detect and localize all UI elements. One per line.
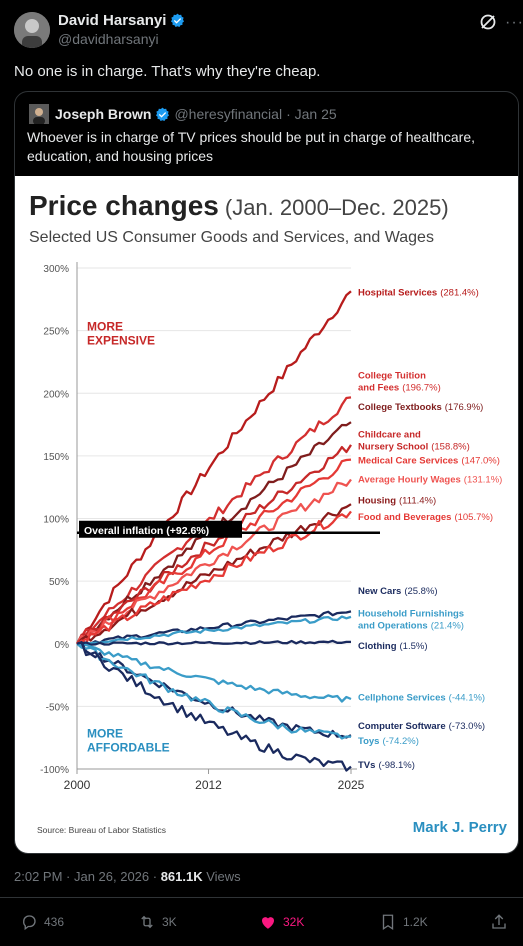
series-line	[76, 503, 352, 645]
series-line	[76, 615, 352, 646]
series-label: Food and Beverages (105.7%)	[358, 512, 493, 523]
quoted-tweet[interactable]: Joseph Brown @heresyfinancial · Jan 25 W…	[14, 91, 519, 854]
inflation-label: Overall inflation (+92.6%)	[84, 525, 209, 537]
divider	[0, 897, 523, 898]
like-button[interactable]: 32K	[259, 913, 304, 931]
series-label: Childcare and	[358, 429, 421, 440]
price-changes-chart: Price changes (Jan. 2000–Dec. 2025) Select…	[29, 190, 508, 836]
series-label: Computer Software (-73.0%)	[358, 721, 485, 732]
bookmark-count: 1.2K	[403, 915, 428, 929]
author-name-text: David Harsanyi	[58, 12, 167, 29]
repost-button[interactable]: 3K	[138, 913, 177, 931]
series-label: Cellphone Services (-44.1%)	[358, 692, 485, 703]
chart-source: Source: Bureau of Labor Statistics	[37, 825, 166, 835]
series-line	[76, 458, 352, 645]
series-label: College Textbooks (176.9%)	[358, 402, 483, 413]
views-count: 861.1K	[160, 869, 203, 884]
series-label: Household Furnishings	[358, 608, 464, 619]
series-label: Medical Care Services (147.0%)	[358, 456, 500, 467]
series-line	[76, 639, 351, 646]
series-label: Nursery School (158.8%)	[358, 441, 470, 452]
bookmark-button[interactable]: 1.2K	[379, 913, 428, 931]
x-tick-label: 2012	[195, 778, 222, 792]
chart-title: Price changes (Jan. 2000–Dec. 2025)	[29, 190, 449, 221]
x-tick-label: 2025	[338, 778, 365, 792]
views-label: Views	[202, 869, 241, 884]
reply-count: 436	[44, 915, 65, 929]
series-label: TVs (-98.1%)	[358, 760, 415, 771]
y-tick-label: -50%	[46, 702, 69, 713]
author-name[interactable]: David Harsanyi	[58, 12, 185, 29]
tweet-text: No one is in charge. That's why they're …	[14, 63, 321, 80]
series-label: Toys (-74.2%)	[358, 736, 419, 747]
more-expensive-label: EXPENSIVE	[87, 334, 155, 348]
grok-icon[interactable]	[478, 12, 498, 32]
series-label: College Tuition	[358, 370, 426, 381]
quote-text: Whoever is in charge of TV prices should…	[27, 129, 475, 164]
series-label: New Cars (25.8%)	[358, 586, 438, 597]
y-tick-label: 0%	[55, 640, 70, 651]
series-label: and Fees (196.7%)	[358, 382, 441, 393]
y-tick-label: 100%	[43, 515, 69, 526]
verified-badge-icon	[156, 107, 170, 121]
series-line	[76, 642, 352, 740]
quote-author-name: Joseph Brown	[55, 106, 152, 122]
bookmark-icon	[382, 914, 394, 931]
y-tick-label: 150%	[43, 452, 69, 463]
author-handle[interactable]: @davidharsanyi	[58, 31, 159, 47]
x-tick-label: 2000	[64, 778, 91, 792]
y-tick-label: 50%	[49, 577, 69, 588]
quote-author: Joseph Brown @heresyfinancial · Jan 25	[55, 106, 337, 122]
series-line	[76, 510, 352, 645]
series-line	[76, 396, 352, 645]
y-tick-label: 300%	[43, 264, 69, 275]
repost-icon	[141, 915, 153, 929]
author-avatar[interactable]	[14, 12, 50, 48]
share-icon	[492, 914, 506, 929]
tweet-timestamp[interactable]: 2:02 PM · Jan 26, 2026 ·	[14, 869, 161, 884]
y-tick-label: -100%	[40, 765, 69, 776]
more-affordable-label: MORE	[87, 726, 123, 740]
share-button[interactable]	[490, 913, 508, 931]
repost-count: 3K	[162, 915, 177, 929]
like-count: 32K	[283, 915, 305, 929]
series-label: Housing (111.4%)	[358, 496, 436, 507]
chart-image[interactable]: Price changes (Jan. 2000–Dec. 2025) Select…	[15, 176, 518, 853]
quote-author-handle: @heresyfinancial	[174, 106, 283, 122]
y-tick-label: 200%	[43, 389, 69, 400]
tweet-meta: 2:02 PM · Jan 26, 2026 · 861.1K Views	[14, 869, 241, 884]
verified-badge-icon	[171, 13, 185, 27]
series-line	[76, 642, 352, 703]
series-label: Average Hourly Wages (131.1%)	[358, 474, 502, 485]
more-affordable-label: AFFORDABLE	[87, 740, 170, 754]
chart-subtitle: Selected US Consumer Goods and Services,…	[29, 229, 434, 246]
series-line	[76, 290, 352, 645]
series-label: Hospital Services (281.4%)	[358, 287, 479, 298]
reply-button[interactable]: 436	[20, 913, 64, 931]
series-line	[76, 641, 352, 772]
chart-credit: Mark J. Perry	[413, 819, 508, 836]
more-expensive-label: MORE	[87, 320, 123, 334]
series-line	[75, 444, 352, 645]
quote-date: · Jan 25	[286, 106, 337, 122]
series-label: Clothing (1.5%)	[358, 641, 428, 652]
more-options-icon[interactable]: ···	[505, 14, 523, 31]
quote-author-avatar	[29, 104, 49, 125]
reply-icon	[23, 915, 36, 931]
series-label: and Operations (21.4%)	[358, 620, 464, 631]
heart-icon	[262, 917, 274, 929]
inflation-label-box	[79, 520, 242, 538]
y-tick-label: 250%	[43, 327, 69, 338]
